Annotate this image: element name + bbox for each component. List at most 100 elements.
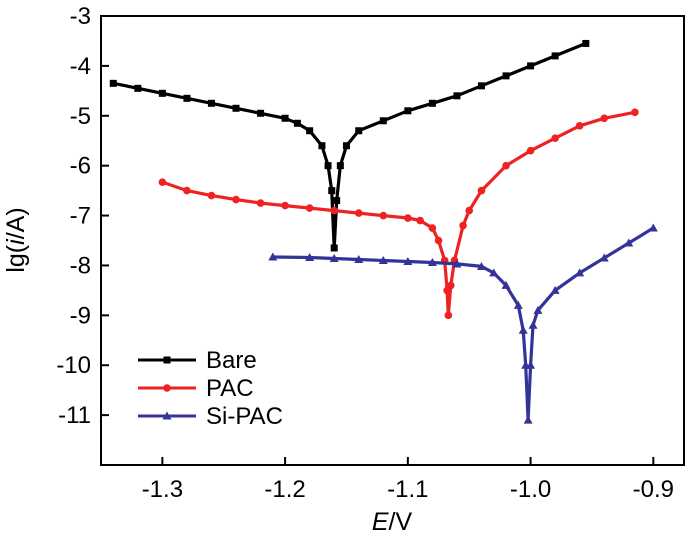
data-point — [427, 257, 437, 266]
legend-marker — [163, 384, 171, 392]
x-axis-title-rest: /V — [389, 508, 413, 536]
data-point — [268, 252, 278, 261]
data-point — [293, 119, 301, 127]
data-point — [355, 127, 363, 135]
data-point — [526, 146, 535, 155]
data-point — [183, 186, 191, 195]
data-point — [330, 206, 339, 215]
data-point — [624, 238, 634, 247]
data-point — [477, 82, 485, 90]
data-point — [648, 223, 658, 232]
data-point — [526, 360, 536, 369]
data-point — [528, 320, 538, 329]
data-point — [318, 142, 326, 150]
data-point — [513, 300, 523, 309]
y-tick-label: -11 — [58, 402, 91, 429]
data-point — [232, 195, 240, 204]
x-axis-title: E/V — [372, 508, 413, 536]
data-point — [329, 253, 339, 262]
y-axis-title-italic: i — [2, 238, 30, 245]
data-point — [183, 94, 191, 102]
data-point — [453, 92, 461, 100]
data-point — [257, 109, 265, 117]
y-axis-title-post: /A) — [2, 207, 30, 239]
y-tick-label: -8 — [70, 252, 91, 279]
data-point — [551, 134, 559, 143]
y-tick-label: -5 — [70, 103, 91, 130]
y-tick-label: -7 — [70, 203, 91, 230]
data-point — [518, 325, 528, 334]
y-axis-title: lg(i/A) — [2, 207, 30, 272]
data-point — [207, 99, 215, 107]
data-point — [232, 104, 240, 112]
legend-label: Si-PAC — [206, 403, 283, 430]
data-point — [599, 253, 609, 262]
y-axis-title-pre: lg( — [2, 244, 30, 272]
legend-marker — [162, 411, 172, 420]
data-point — [109, 79, 117, 87]
y-tick-label: -3 — [70, 3, 91, 30]
series-bare — [109, 39, 590, 252]
plot-frame — [100, 15, 685, 466]
data-point — [379, 117, 387, 125]
data-point — [158, 89, 166, 97]
data-point — [631, 108, 639, 117]
data-point — [444, 311, 453, 320]
data-point — [550, 285, 560, 294]
data-point — [403, 256, 413, 265]
data-point — [465, 206, 474, 215]
data-point — [333, 197, 341, 205]
data-point — [575, 121, 584, 130]
data-point — [489, 268, 499, 277]
data-point — [459, 221, 467, 230]
x-tick-label: -1.1 — [387, 476, 428, 503]
plot-area: -1.3 -1.2 -1.1 -1.0 -0.9 -3 -4 -5 -6 -7 -8 -9 -10 -11 — [56, 3, 685, 503]
series-line — [272, 226, 655, 422]
data-point — [281, 114, 289, 122]
data-point — [281, 201, 289, 210]
data-point — [404, 214, 412, 222]
x-axis-title-italic: E — [372, 508, 389, 536]
data-point — [354, 209, 363, 217]
data-point — [158, 178, 167, 186]
data-point — [256, 199, 265, 207]
y-tick-label: -6 — [70, 153, 91, 180]
x-tick-label: -1.3 — [142, 476, 183, 503]
data-point — [477, 186, 486, 195]
data-point — [527, 62, 535, 70]
data-point — [533, 305, 543, 314]
tick-layer: -1.3 -1.2 -1.1 -1.0 -0.9 -3 -4 -5 -6 -7 -8 -9 -10 -11 — [56, 3, 674, 503]
data-point — [476, 261, 486, 270]
x-tick-label: -0.9 — [633, 476, 674, 503]
series-line — [161, 110, 636, 317]
data-point — [354, 254, 364, 263]
x-tick-label: -1.0 — [510, 476, 551, 503]
y-tick-label: -9 — [70, 302, 91, 329]
data-point — [582, 39, 590, 47]
y-tick-label: -4 — [70, 53, 91, 80]
x-tick-label: -1.2 — [264, 476, 305, 503]
legend-label: Bare — [206, 347, 257, 374]
data-point — [378, 255, 388, 264]
data-point — [600, 114, 609, 123]
data-point — [305, 252, 315, 261]
data-point — [502, 72, 510, 80]
data-point — [551, 52, 559, 60]
data-point — [336, 162, 344, 170]
data-point — [416, 216, 424, 225]
data-point — [523, 415, 533, 424]
data-point — [434, 236, 443, 245]
data-point — [305, 204, 314, 212]
data-point — [134, 84, 142, 92]
data-point — [207, 191, 216, 200]
data-point — [342, 142, 350, 150]
legend-label: PAC — [206, 375, 254, 402]
series-pac — [158, 108, 639, 320]
data-point — [328, 187, 336, 195]
data-point — [428, 99, 436, 107]
legend-marker — [163, 356, 171, 364]
data-point — [452, 259, 462, 268]
data-point — [404, 107, 412, 115]
